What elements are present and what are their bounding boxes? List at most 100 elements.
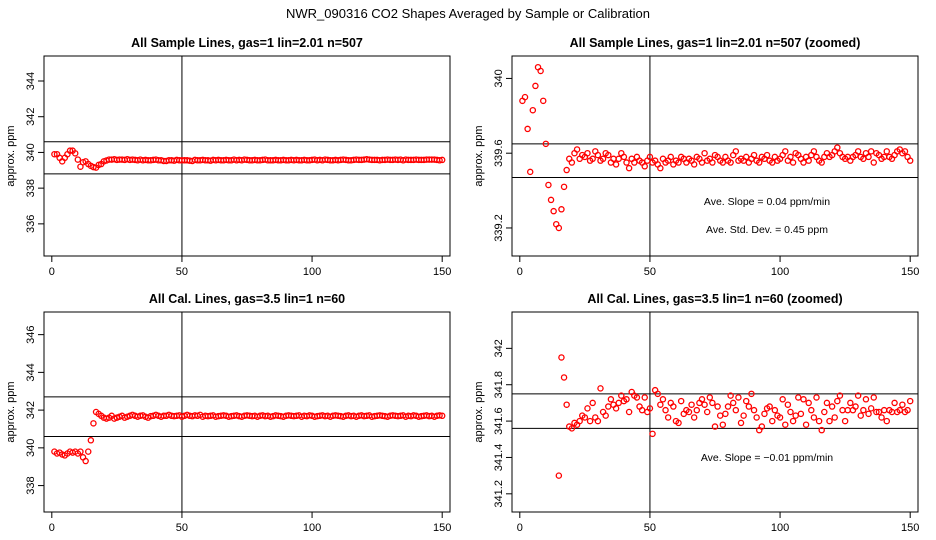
plot-frame <box>43 55 451 257</box>
data-point <box>586 417 594 425</box>
data-point <box>612 161 620 168</box>
data-point <box>818 426 825 434</box>
x-tick-label: 150 <box>901 522 919 534</box>
data-point <box>599 155 607 163</box>
data-point <box>761 410 768 418</box>
y-tick-label: 342 <box>25 108 37 126</box>
data-point <box>701 149 708 157</box>
data-point <box>688 401 695 408</box>
y-axis-label: approx. ppm <box>5 381 17 442</box>
data-point <box>581 414 589 421</box>
data-point <box>854 392 862 399</box>
y-tick-label: 341.4 <box>493 444 505 472</box>
data-point <box>727 392 734 399</box>
data-point <box>854 148 862 155</box>
data-point <box>623 396 630 403</box>
data-point <box>77 448 84 455</box>
y-tick-label: 341.6 <box>493 407 505 435</box>
x-tick-label: 0 <box>517 522 523 534</box>
data-point <box>847 399 854 407</box>
data-point <box>641 394 648 401</box>
data-point <box>542 140 550 148</box>
data-point <box>906 157 914 164</box>
data-point <box>558 206 565 213</box>
data-point <box>742 397 750 405</box>
data-point <box>589 155 596 163</box>
y-tick-label: 341.2 <box>493 480 505 508</box>
data-point <box>800 396 807 403</box>
x-tick-label: 50 <box>644 522 656 534</box>
data-point <box>90 163 97 171</box>
y-axis-label: approx. ppm <box>473 381 485 442</box>
data-point <box>750 406 758 414</box>
data-point <box>90 420 97 427</box>
data-point <box>763 151 771 159</box>
data-point <box>737 419 745 427</box>
data-point <box>836 392 844 399</box>
data-point <box>602 412 609 419</box>
data-point <box>776 414 784 421</box>
chart-panel-1: All Sample Lines, gas=1 lin=2.01 n=507 0 5… <box>5 36 451 278</box>
data-point <box>857 412 864 419</box>
panel-title: All Sample Lines, gas=1 lin=2.01 n=507 (… <box>570 36 861 50</box>
data-point <box>576 417 583 425</box>
data-point <box>883 417 891 425</box>
data-point <box>607 396 615 403</box>
data-point <box>529 106 537 114</box>
data-point <box>735 394 742 401</box>
data-point <box>880 406 888 414</box>
data-point <box>852 403 859 410</box>
y-tick-label: 341.8 <box>493 371 505 399</box>
y-tick-label: 340 <box>493 69 505 87</box>
data-point <box>870 159 878 166</box>
y-tick-label: 339.6 <box>493 139 505 167</box>
annotation-text: Ave. Slope = −0.01 ppm/min <box>701 452 833 464</box>
data-point <box>883 148 891 155</box>
y-tick-label: 336 <box>25 215 37 233</box>
data-point <box>66 147 74 154</box>
chart-panel-4: All Cal. Lines, gas=3.5 lin=1 n=60 (zoom… <box>473 292 919 534</box>
data-point <box>560 183 568 191</box>
data-point <box>594 151 602 159</box>
data-point <box>755 159 763 166</box>
data-point <box>693 406 701 414</box>
data-point <box>555 472 563 479</box>
data-point <box>615 155 622 163</box>
data-point <box>860 406 867 414</box>
data-point <box>675 159 682 166</box>
y-tick-label: 338 <box>25 476 37 494</box>
x-tick-label: 100 <box>303 266 321 278</box>
data-point <box>758 423 766 430</box>
data-point <box>521 93 529 101</box>
data-point <box>625 164 633 172</box>
data-point <box>605 151 612 159</box>
data-point <box>560 374 568 381</box>
x-tick-label: 0 <box>49 266 55 278</box>
data-point <box>724 403 732 410</box>
data-point <box>677 397 685 405</box>
data-point <box>797 410 805 418</box>
data-point <box>654 390 661 398</box>
x-tick-label: 150 <box>901 266 919 278</box>
data-point <box>771 406 779 414</box>
data-point <box>815 417 823 425</box>
data-point <box>821 408 828 416</box>
plot-frame <box>511 311 919 513</box>
data-point <box>722 410 729 418</box>
data-point <box>805 157 812 164</box>
data-point <box>716 412 724 419</box>
panel-title: All Sample Lines, gas=1 lin=2.01 n=507 <box>131 36 363 50</box>
data-point <box>867 405 875 412</box>
data-point <box>436 157 443 164</box>
data-point <box>745 403 753 410</box>
data-point <box>539 97 547 105</box>
x-tick-label: 50 <box>176 266 188 278</box>
data-point <box>550 207 557 215</box>
data-point <box>605 403 612 410</box>
x-tick-label: 100 <box>771 522 789 534</box>
data-point <box>675 419 682 427</box>
data-point <box>568 425 576 432</box>
data-point <box>438 156 446 164</box>
data-point <box>823 399 831 407</box>
chart-panel-3: All Cal. Lines, gas=3.5 lin=1 n=60 0 50 100… <box>5 292 451 534</box>
